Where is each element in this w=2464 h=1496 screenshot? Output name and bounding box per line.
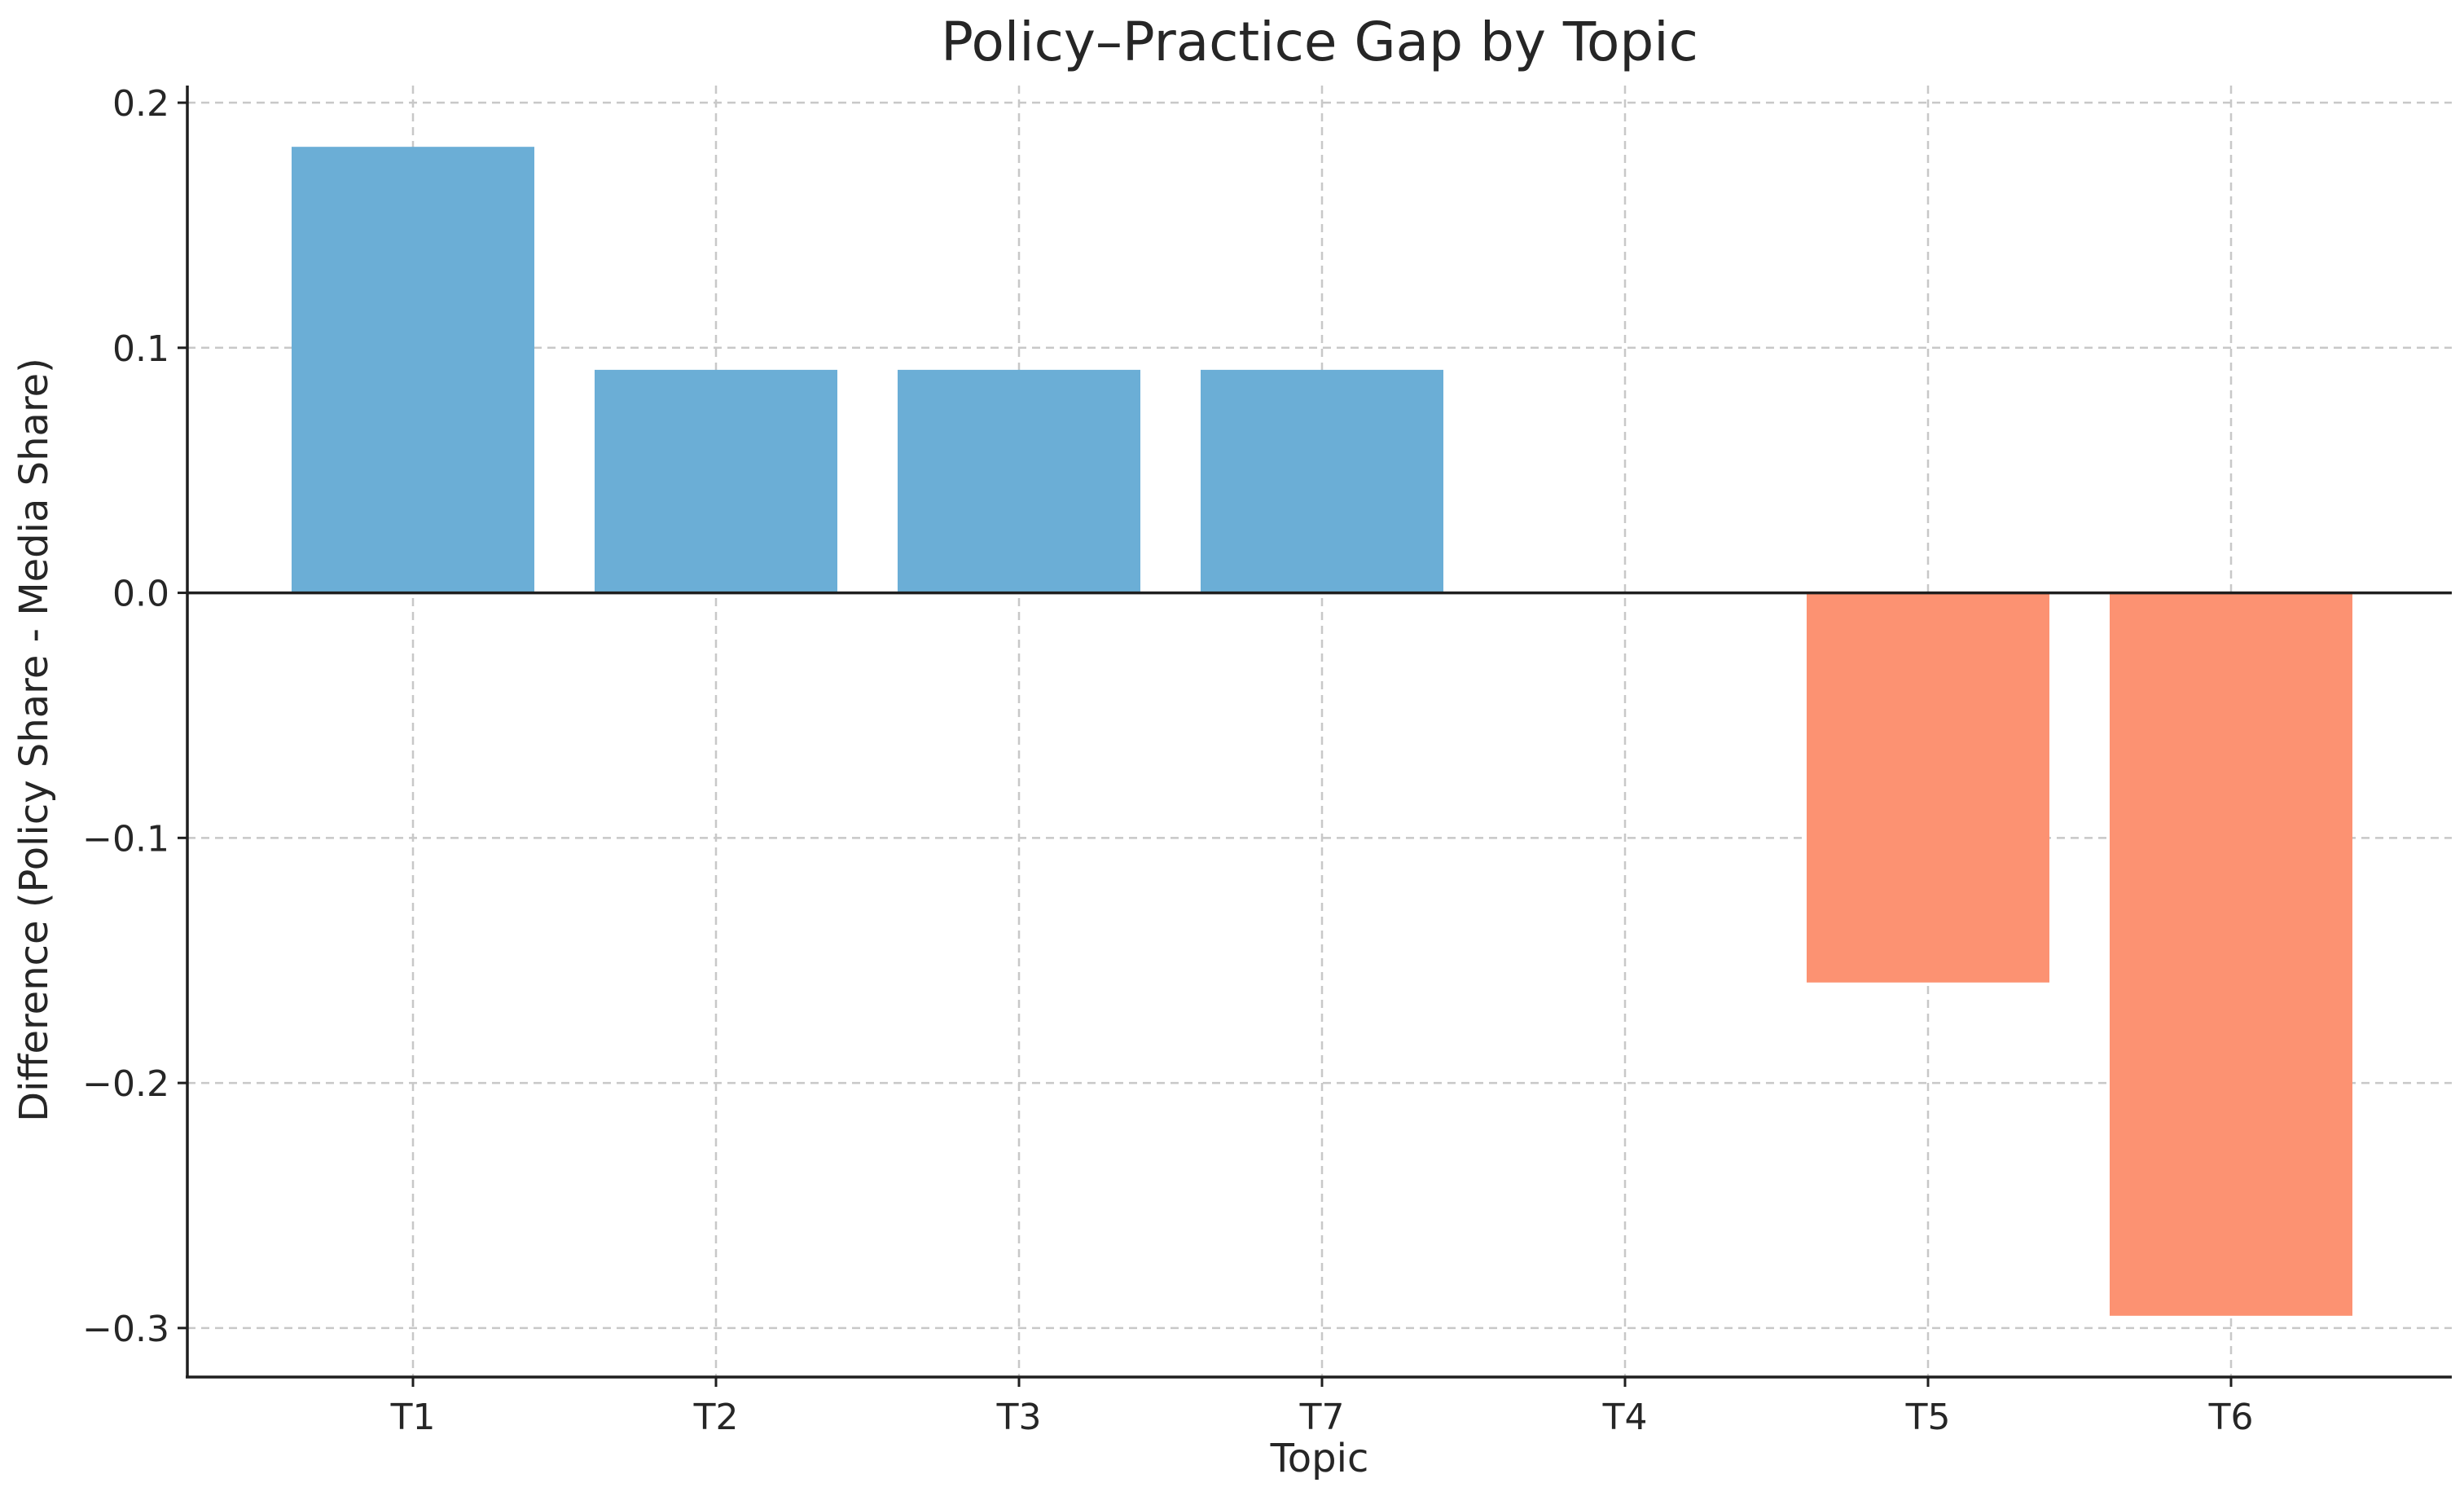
- y-tick-label: −0.1: [82, 818, 169, 860]
- x-tick-label: T6: [2208, 1397, 2254, 1438]
- x-tick-label: T4: [1602, 1397, 1648, 1438]
- x-tick-label: T1: [390, 1397, 436, 1438]
- bars: [292, 147, 2352, 1316]
- chart-title: Policy–Practice Gap by Topic: [941, 11, 1698, 73]
- x-tick-label: T3: [996, 1397, 1042, 1438]
- y-tick-label: −0.2: [82, 1063, 169, 1105]
- y-tick-label: −0.3: [82, 1309, 169, 1350]
- axes: [186, 86, 2452, 1379]
- x-axis-label: Topic: [1270, 1436, 1369, 1481]
- bar-t7: [1201, 369, 1443, 593]
- x-tick-label: T5: [1905, 1397, 1951, 1438]
- bar-t5: [1807, 592, 2049, 983]
- bar-t2: [595, 369, 837, 593]
- bar-t3: [898, 369, 1140, 593]
- bar-t1: [292, 147, 534, 593]
- y-tick-label: 0.2: [112, 83, 169, 125]
- y-axis-label: Difference (Policy Share - Media Share): [11, 358, 57, 1122]
- y-tick-label: 0.1: [112, 328, 169, 370]
- x-tick-label: T7: [1299, 1397, 1345, 1438]
- x-tick-label: T2: [693, 1397, 739, 1438]
- y-tick-label: 0.0: [112, 574, 169, 615]
- bar-t6: [2110, 592, 2352, 1316]
- tick-labels: 0.2 0.1 0.0 −0.1 −0.2 −0.3 T1 T2 T3 T7 T4 T5 T6: [82, 83, 2253, 1438]
